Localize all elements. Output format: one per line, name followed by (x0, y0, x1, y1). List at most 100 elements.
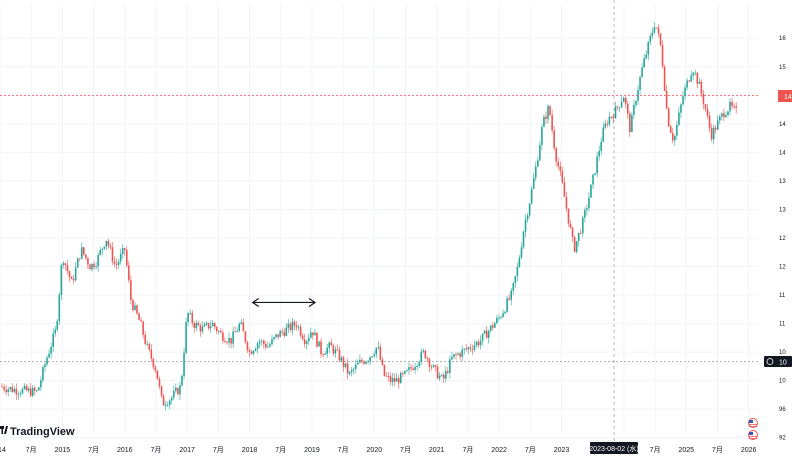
candle-body (498, 317, 500, 319)
candle-body (555, 148, 558, 162)
candle-body (107, 240, 110, 246)
candle-body (667, 108, 670, 127)
candle-body (103, 246, 106, 249)
candle-body (365, 361, 367, 364)
candle-body (250, 351, 253, 354)
candle-body (416, 365, 418, 367)
candle-body (295, 325, 298, 328)
candle-body (492, 325, 494, 328)
candle-body (330, 342, 333, 346)
candle-body (551, 115, 553, 131)
candle-body (5, 389, 7, 393)
candle-body (686, 80, 688, 88)
candle-body (725, 115, 727, 118)
candle-body (232, 331, 234, 344)
lower-marker-tag: 10 (764, 356, 792, 367)
candle-body (123, 248, 126, 251)
candle-body (66, 264, 69, 272)
candle-body (524, 219, 527, 232)
y-tick-label: 11 (779, 322, 786, 328)
candle-body (160, 386, 163, 396)
candle-body (571, 227, 574, 238)
candle-body (575, 241, 578, 252)
x-tick-label: 7月 (151, 446, 162, 454)
candle-body (420, 351, 423, 363)
candle-body (142, 321, 144, 335)
candle-body (586, 208, 588, 211)
crosshair-date-label: 2023-08-02 (水) (589, 444, 638, 453)
candle-body (393, 378, 396, 382)
candle-body (78, 258, 81, 260)
tradingview-logo[interactable]: TradingView (0, 426, 75, 438)
candle-body (624, 97, 627, 104)
candle-body (19, 393, 22, 395)
candle-body (606, 123, 609, 125)
candle-body (226, 342, 228, 343)
candle-body (29, 388, 32, 396)
candle-body (733, 106, 735, 107)
candle-body (185, 321, 187, 353)
candle-body (729, 101, 731, 112)
candle-body (714, 127, 717, 130)
candle-body (647, 41, 650, 55)
candle-body (622, 97, 625, 103)
candle-body (444, 371, 447, 379)
candle-body (58, 294, 61, 321)
candle-body (318, 341, 320, 347)
candle-body (369, 356, 371, 362)
candle-body (682, 96, 684, 105)
candle-body (561, 171, 564, 183)
us-flag-icon[interactable] (748, 430, 758, 440)
candle-body (434, 365, 437, 367)
candle-body (674, 135, 676, 141)
candle-body (381, 359, 384, 365)
candle-body (205, 322, 208, 325)
candle-body (248, 350, 251, 352)
candle-body (240, 322, 243, 324)
candle-body (293, 321, 296, 326)
candle-body (373, 354, 376, 357)
candle-body (91, 263, 93, 270)
candle-body (3, 386, 5, 390)
candle-body (62, 263, 65, 266)
candle-body (604, 123, 607, 128)
candle-body (273, 337, 275, 339)
candle-body (275, 334, 277, 338)
candle-body (287, 323, 290, 328)
candle-body (500, 317, 502, 318)
candle-body (301, 335, 304, 340)
candle-body (659, 33, 662, 46)
y-tick-label: 92 (779, 436, 786, 442)
candle-body (665, 90, 668, 109)
candle-body (109, 245, 112, 248)
us-flag-icon[interactable] (748, 418, 758, 428)
candle-body (504, 311, 506, 314)
date-range-arrow[interactable] (251, 297, 317, 307)
candle-body (340, 357, 343, 361)
candle-body (215, 327, 218, 332)
candle-body (48, 353, 50, 358)
candle-body (716, 120, 719, 130)
x-tick-label: 2018 (242, 447, 258, 454)
candle-body (361, 359, 363, 362)
candle-body (395, 378, 398, 382)
candle-body (594, 173, 596, 175)
candle-body (50, 346, 52, 354)
x-tick-label: 7月 (26, 446, 37, 454)
country-flags[interactable] (748, 418, 758, 440)
x-tick-label: 2022 (491, 447, 507, 454)
candle-body (246, 342, 249, 351)
candle-body (173, 391, 175, 398)
candle-body (579, 232, 582, 234)
x-tick-label: 2019 (304, 447, 320, 454)
candle-body (690, 75, 692, 82)
candle-body (506, 298, 508, 312)
candle-body (326, 347, 328, 354)
candle-body (21, 388, 24, 394)
candle-body (265, 344, 267, 348)
candle-body (291, 321, 294, 330)
candle-body (473, 345, 476, 350)
candle-body (534, 166, 537, 178)
candle-body (626, 103, 629, 114)
y-tick-label: 10 (779, 350, 786, 356)
